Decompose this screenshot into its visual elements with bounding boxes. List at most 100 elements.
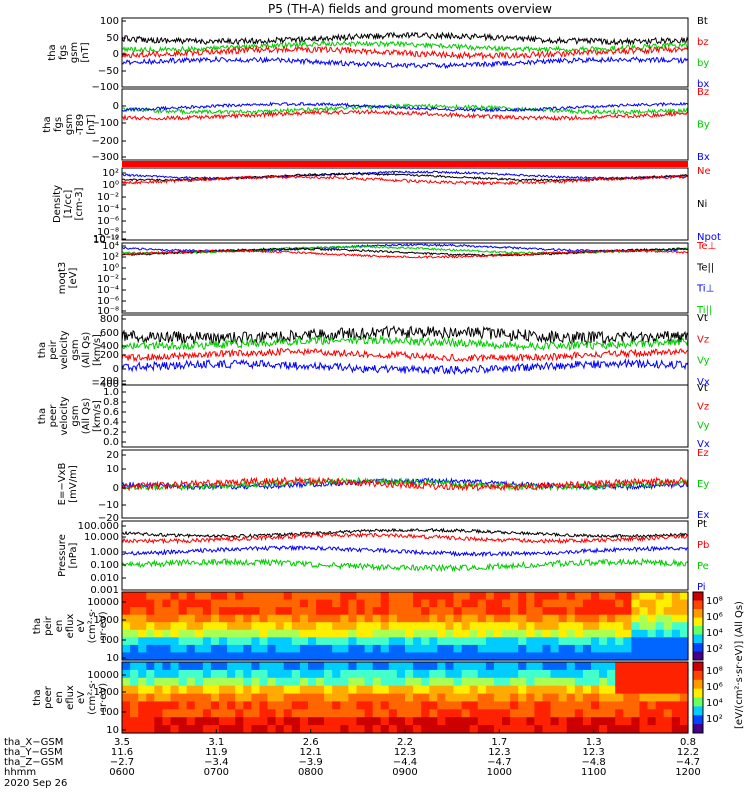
y-tick-label: 10⁻¹⁰ <box>93 234 119 245</box>
spectrogram-cell <box>332 652 341 661</box>
spectrogram-cell <box>138 701 147 710</box>
spectrogram-cell <box>396 662 406 671</box>
spectrogram-cell <box>623 669 632 679</box>
y-axis-label: tha <box>32 689 43 705</box>
spectrogram-cell <box>275 685 285 695</box>
spectrogram-cell <box>348 614 358 623</box>
spectrogram-cell <box>534 637 544 646</box>
spectrogram-cell <box>421 614 430 623</box>
spectrogram-cell <box>210 599 220 608</box>
legend-entry: Ti|| <box>696 305 712 316</box>
spectrogram-cell <box>219 644 228 654</box>
spectrogram-cell <box>388 717 398 726</box>
y-axis-label: gsm <box>69 42 80 63</box>
spectrogram-cell <box>178 685 188 695</box>
spectrogram-cell <box>574 725 584 734</box>
y-tick-label: −200 <box>92 136 119 147</box>
spectrogram-cell <box>267 644 277 654</box>
spectrogram-cell <box>235 592 244 601</box>
spectrogram-cell <box>510 725 519 734</box>
spectrogram-cell <box>356 607 366 616</box>
spectrogram-cell <box>267 592 277 601</box>
spectrogram-cell <box>186 629 196 638</box>
ephemeris-value: 0900 <box>392 767 417 778</box>
y-tick-label: −100 <box>92 82 119 93</box>
spectrogram-cell <box>574 629 584 638</box>
spectrogram-cell <box>502 614 511 623</box>
spectrogram-cell <box>405 685 414 695</box>
spectrogram-cell <box>154 652 163 661</box>
spectrogram-cell <box>502 629 511 638</box>
spectrogram-cell <box>647 725 657 734</box>
spectrogram-cell <box>485 614 495 623</box>
spectrogram-cell <box>122 662 131 671</box>
spectrogram-cell <box>461 644 471 654</box>
spectrogram-cell <box>477 622 487 631</box>
spectrogram-cell <box>615 622 624 631</box>
spectrogram-cell <box>275 644 285 654</box>
spectrogram-cell <box>146 637 155 646</box>
spectrogram-cell <box>316 717 325 726</box>
y-tick-label: 10⁻⁸ <box>97 227 119 238</box>
spectrogram-cell <box>202 685 212 695</box>
spectrogram-cell <box>227 685 236 695</box>
spectrogram-cell <box>170 669 180 679</box>
spectrogram-cell <box>526 599 535 608</box>
spectrogram-cell <box>219 685 228 695</box>
spectrogram-cell <box>162 652 172 661</box>
legend-entry: Ni <box>697 199 707 210</box>
spectrogram-cell <box>663 599 673 608</box>
spectrogram-cell <box>219 701 228 710</box>
spectrogram-cell <box>162 607 172 616</box>
spectrogram-cell <box>388 629 398 638</box>
spectrogram-cell <box>340 614 349 623</box>
spectrogram-cell <box>267 677 277 687</box>
spectrogram-cell <box>194 717 204 726</box>
spectrogram-cell <box>340 652 349 661</box>
spectrogram-cell <box>405 652 414 661</box>
spectrogram-cell <box>421 717 430 726</box>
spectrogram-cell <box>405 669 414 679</box>
ephemeris-value: 12.3 <box>394 747 416 758</box>
press-2-trace <box>121 544 689 558</box>
spectrogram-cell <box>154 622 163 631</box>
spectrogram-cell <box>259 709 269 718</box>
spectrogram-cell <box>122 607 131 616</box>
spectrogram-cell <box>582 637 592 646</box>
ephemeris-value: 0600 <box>109 767 134 778</box>
spectrogram-cell <box>267 725 277 734</box>
spectrogram-cell <box>178 599 188 608</box>
spectrogram-cell <box>227 709 236 718</box>
spectrogram-cell <box>219 629 228 638</box>
spectrogram-cell <box>534 725 544 734</box>
spectrogram-cell <box>429 725 438 734</box>
spectrogram-cell <box>332 607 341 616</box>
spectrogram-cell <box>574 652 584 661</box>
spectrogram-cell <box>526 685 535 695</box>
ephemeris-label: tha_X−GSM <box>4 737 63 748</box>
spectrogram-cell <box>558 662 568 671</box>
spectrogram-cell <box>663 693 673 703</box>
spectrogram-cell <box>453 693 463 703</box>
spectrogram-cell <box>396 629 406 638</box>
spectrogram-cell <box>364 614 374 623</box>
spectrogram-cell <box>356 614 366 623</box>
fgs_d-2-trace <box>121 101 689 113</box>
spectrogram-cell <box>413 652 422 661</box>
spectrogram-cell <box>542 677 552 687</box>
spectrogram-cell <box>291 669 301 679</box>
spectrogram-cell <box>534 592 544 601</box>
spectrogram-cell <box>396 637 406 646</box>
spectrogram-cell <box>178 709 188 718</box>
ephemeris-value: 0800 <box>298 767 323 778</box>
spectrogram-cell <box>599 652 608 661</box>
ephemeris-value: −4.4 <box>393 757 417 768</box>
spectrogram-cell <box>324 677 333 687</box>
spectrogram-cell <box>299 637 309 646</box>
ephemeris-value: 2.6 <box>303 737 319 748</box>
spectrogram-cell <box>574 662 584 671</box>
spectrogram-cell <box>445 644 455 654</box>
legend-entry: Ez <box>697 448 709 459</box>
